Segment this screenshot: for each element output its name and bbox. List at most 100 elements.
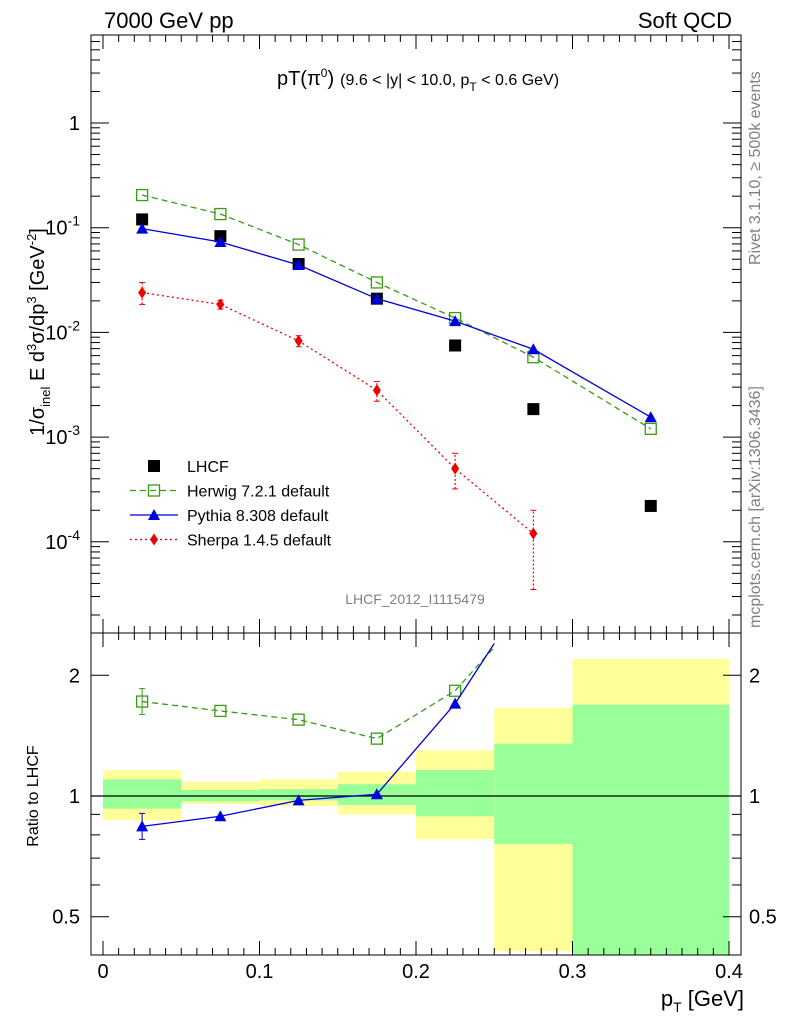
y-tick-exp: -4	[68, 527, 81, 543]
marker-diamond	[216, 298, 225, 311]
title-end: < 0.6 GeV)	[477, 72, 559, 89]
series-line	[142, 227, 652, 418]
marker-diamond	[150, 533, 158, 546]
marker-square	[449, 339, 462, 352]
marker-open-square	[292, 238, 305, 251]
marker-diamond	[138, 286, 147, 299]
ylabel-c: σ/dp	[27, 304, 49, 344]
uncertainty-band-inner	[103, 779, 182, 809]
xlabel-sub: T	[673, 999, 682, 1015]
process-label: Soft QCD	[638, 8, 732, 33]
ylabel-sup2: 3	[24, 296, 39, 303]
y-tick-label: 10-1	[45, 213, 80, 240]
marker-open-square	[147, 484, 161, 497]
xlabel-unit: [GeV]	[682, 986, 744, 1011]
marker-square	[644, 499, 657, 512]
marker-triangle	[449, 697, 462, 709]
marker-open-square	[370, 276, 384, 289]
y-tick-exp: -2	[68, 317, 81, 333]
marker-open-square	[214, 207, 227, 221]
main-panel: pT(π0) (9.6 < |y| < 10.0, pT < 0.6 GeV) L…	[24, 34, 742, 634]
marker-square	[148, 460, 160, 472]
series-line	[141, 194, 652, 430]
marker-diamond	[529, 527, 538, 540]
x-tick-label: 0.2	[402, 961, 430, 983]
ylabel-d: [GeV	[27, 245, 49, 297]
y-tick-base: 10	[45, 322, 67, 344]
ratio-y-tick-label: 2	[69, 665, 80, 687]
x-tick-label: 0.1	[246, 961, 274, 983]
marker-triangle	[292, 259, 305, 271]
ylabel-sub: inel	[38, 386, 53, 406]
marker-diamond	[451, 462, 460, 475]
marker-triangle	[136, 222, 149, 234]
y-tick-exp: -1	[68, 213, 81, 229]
marker-triangle	[214, 236, 227, 248]
marker-triangle	[292, 794, 305, 806]
ylabel-sup1: 3	[24, 344, 39, 351]
legend-label: Sherpa 1.4.5 default	[187, 533, 332, 550]
y-axis-label: 1/σinel E d3σ/dp3 [GeV-2]	[24, 228, 53, 436]
y-tick-label: 10-4	[45, 527, 80, 554]
ratio-axis-label: Ratio to LHCF	[25, 745, 42, 847]
marker-triangle	[214, 810, 227, 822]
ylabel-a: 1/σ	[27, 406, 49, 436]
title-main: pT(π	[277, 68, 321, 90]
marker-triangle	[136, 820, 149, 832]
marker-open-square	[135, 188, 149, 202]
y-tick-label: 10-3	[45, 422, 80, 449]
ylabel-b: E d	[27, 351, 49, 387]
marker-open-square	[448, 684, 462, 697]
marker-triangle	[370, 788, 383, 800]
marker-triangle	[370, 292, 383, 304]
ratio-series-group	[135, 643, 495, 840]
marker-square	[136, 213, 149, 226]
marker-square	[527, 403, 540, 416]
title-sup: 0	[321, 66, 328, 80]
ratio-line	[142, 646, 495, 740]
y-tick-base: 10	[45, 218, 67, 240]
xlabel-p: p	[661, 986, 673, 1011]
marker-open-square	[370, 732, 384, 745]
ratio-y-tick-label-right: 0.5	[749, 907, 777, 929]
uncertainty-band-inner	[416, 770, 495, 817]
legend-label: Pythia 8.308 default	[187, 508, 329, 525]
legend-label: Herwig 7.2.1 default	[187, 484, 330, 501]
title-cuts: (9.6 < |y| < 10.0, p	[340, 72, 469, 89]
y-tick-label: 1	[69, 113, 80, 135]
marker-diamond	[372, 384, 381, 397]
x-tick-label: 0	[97, 961, 108, 983]
y-tick-base: 10	[45, 532, 67, 554]
source-label: mcplots.cern.ch [arXiv:1306.3436]	[747, 386, 764, 628]
beam-energy-label: 7000 GeV pp	[104, 8, 234, 33]
ratio-y-tick-label: 1	[69, 786, 80, 808]
analysis-id-label: LHCF_2012_I1115479	[345, 591, 485, 607]
marker-open-square	[135, 695, 149, 708]
marker-triangle	[449, 315, 462, 327]
plot-title: pT(π0) (9.6 < |y| < 10.0, pT < 0.6 GeV)	[277, 66, 559, 94]
marker-triangle	[644, 411, 657, 423]
title-close: )	[327, 68, 334, 90]
y-tick-label: 10-2	[45, 317, 80, 344]
series-line	[142, 291, 534, 535]
x-tick-label: 0.3	[559, 961, 587, 983]
marker-diamond	[294, 334, 303, 347]
x-tick-label: 0.4	[715, 961, 743, 983]
y-tick-base: 10	[45, 427, 67, 449]
legend-label: LHCF	[187, 459, 229, 476]
marker-open-square	[214, 704, 227, 718]
y-tick-exp: -3	[68, 422, 81, 438]
ylabel-sup3: -2	[24, 234, 39, 246]
marker-open-square	[292, 713, 305, 726]
uncertainty-band-inner	[494, 743, 573, 844]
uncertainty-band-inner	[572, 704, 729, 955]
rivet-version-label: Rivet 3.1.10, ≥ 500k events	[747, 71, 764, 265]
x-axis-label: pT [GeV]	[661, 986, 744, 1015]
ratio-y-tick-label-right: 1	[749, 786, 760, 808]
ratio-line	[142, 643, 495, 828]
ratio-y-tick-label-right: 2	[749, 665, 760, 687]
marker-triangle	[527, 343, 540, 355]
marker-triangle	[148, 509, 160, 520]
ylabel-e: ]	[27, 228, 49, 234]
